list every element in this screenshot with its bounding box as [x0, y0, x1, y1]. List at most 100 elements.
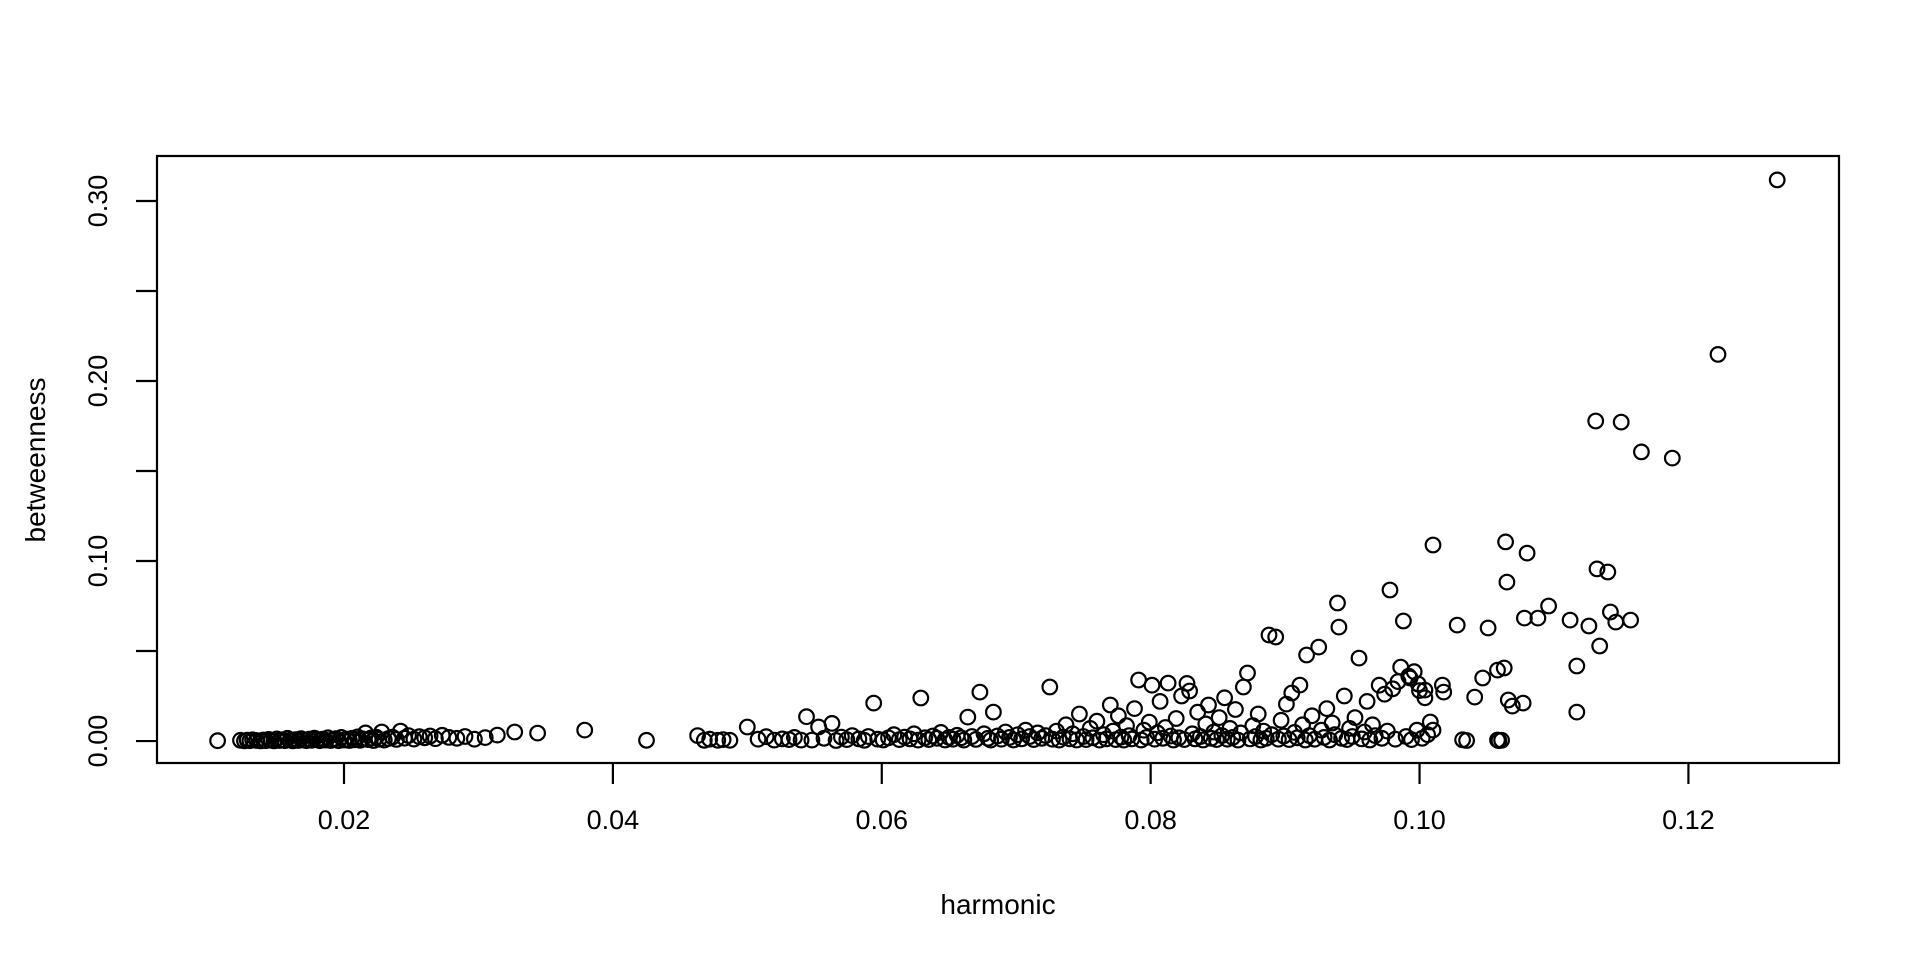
- data-point: [1350, 649, 1368, 667]
- data-point: [1433, 676, 1451, 694]
- data-point: [1009, 726, 1026, 744]
- data-point: [1050, 731, 1068, 749]
- data-point: [1321, 731, 1338, 749]
- data-point: [1156, 719, 1174, 736]
- data-point: [1194, 731, 1212, 749]
- x-tick-label: 0.10: [1393, 805, 1446, 835]
- data-point: [1226, 701, 1244, 718]
- data-point: [709, 731, 727, 749]
- y-tick-label: 0.10: [83, 535, 113, 588]
- data-point: [920, 731, 938, 748]
- data-point: [1329, 594, 1346, 612]
- x-tick-label: 0.08: [1124, 805, 1177, 835]
- data-point: [1181, 682, 1198, 700]
- data-point: [1416, 681, 1434, 699]
- data-point: [1323, 714, 1341, 732]
- data-point: [1419, 726, 1436, 744]
- data-point: [1529, 609, 1547, 627]
- data-point: [1474, 669, 1492, 687]
- data-point: [1479, 619, 1497, 637]
- data-point: [1330, 618, 1348, 636]
- data-point: [1070, 705, 1088, 723]
- data-point: [1364, 716, 1381, 734]
- data-point: [955, 731, 973, 749]
- data-point: [1167, 710, 1185, 727]
- data-point: [1768, 171, 1786, 189]
- data-point: [971, 683, 989, 701]
- data-point: [1143, 676, 1161, 694]
- data-point: [792, 731, 810, 749]
- data-point: [1580, 617, 1598, 635]
- data-point: [1448, 616, 1466, 634]
- data-point: [1021, 728, 1039, 745]
- data-point: [859, 728, 877, 745]
- data-point: [1435, 683, 1453, 701]
- data-point: [1088, 712, 1106, 730]
- data-point: [855, 731, 873, 749]
- data-point: [803, 731, 821, 749]
- data-point: [1260, 626, 1278, 644]
- data-point: [738, 718, 756, 736]
- data-point: [1013, 730, 1030, 748]
- data-point: [1493, 731, 1510, 749]
- x-axis-title: harmonic: [940, 889, 1055, 920]
- data-point: [1178, 675, 1196, 692]
- data-point: [865, 694, 883, 712]
- data-point: [1587, 412, 1605, 430]
- data-point: [757, 728, 775, 746]
- data-point: [1346, 709, 1364, 726]
- data-point: [912, 689, 930, 707]
- data-point: [1044, 730, 1061, 748]
- y-tick-label: 0.20: [83, 355, 113, 408]
- data-point: [209, 732, 227, 750]
- data-point: [1234, 678, 1252, 696]
- data-point: [823, 715, 841, 732]
- data-point: [289, 732, 307, 749]
- data-point: [885, 726, 903, 744]
- data-point: [1612, 413, 1630, 431]
- data-point: [959, 708, 977, 726]
- data-point: [476, 729, 494, 746]
- data-point: [1503, 697, 1521, 715]
- data-point: [1221, 720, 1239, 737]
- y-tick-label: 0.30: [83, 175, 113, 228]
- data-point: [388, 731, 405, 748]
- data-point: [1101, 696, 1119, 714]
- data-point: [1126, 700, 1143, 717]
- data-point: [1632, 443, 1650, 461]
- data-point: [448, 729, 466, 747]
- data-point: [488, 726, 506, 744]
- data-point: [1138, 729, 1155, 746]
- data-point: [1001, 729, 1018, 746]
- data-point: [440, 729, 458, 746]
- data-point: [1318, 700, 1336, 717]
- data-point: [815, 729, 833, 747]
- data-point: [367, 728, 385, 746]
- data-point: [1291, 676, 1309, 694]
- data-point: [1495, 659, 1513, 677]
- data-point: [773, 730, 791, 748]
- data-point: [979, 729, 997, 747]
- data-point: [1005, 731, 1022, 749]
- data-point: [1421, 713, 1439, 731]
- data-point: [1458, 732, 1475, 749]
- data-point: [714, 731, 732, 748]
- data-point: [576, 721, 594, 739]
- data-point: [276, 732, 294, 750]
- data-point: [1381, 581, 1399, 599]
- data-point: [1210, 709, 1228, 726]
- data-point: [638, 731, 655, 749]
- data-point: [1140, 713, 1158, 731]
- data-point: [1663, 449, 1681, 467]
- data-point: [1424, 536, 1442, 554]
- data-point: [1298, 646, 1315, 664]
- data-point: [1497, 533, 1514, 551]
- data-point: [529, 724, 546, 742]
- data-point: [506, 723, 524, 741]
- data-point: [1622, 611, 1639, 629]
- plot-frame: [155, 154, 1841, 765]
- data-point: [1424, 721, 1442, 739]
- data-point: [1416, 689, 1434, 707]
- data-point: [1272, 711, 1290, 729]
